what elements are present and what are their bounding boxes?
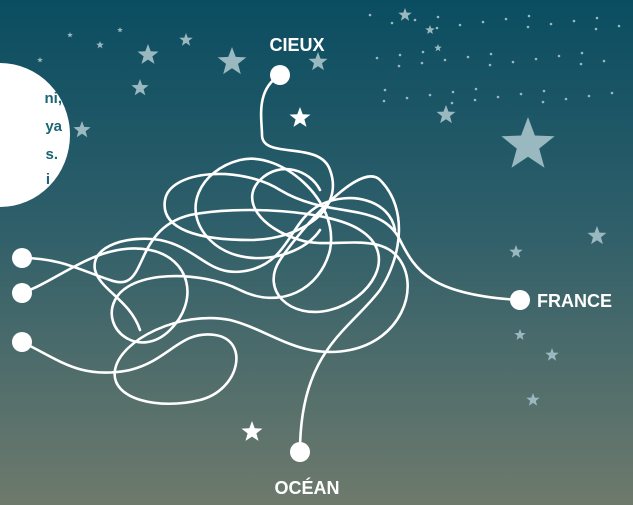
star-dot — [369, 14, 372, 17]
background — [0, 0, 633, 505]
bubble-line: i — [46, 171, 50, 188]
star-dot — [527, 26, 530, 29]
star-dot — [451, 102, 454, 105]
star-dot — [512, 61, 515, 64]
endpoint — [290, 442, 310, 462]
star-dot — [383, 100, 386, 103]
star-dot — [520, 93, 523, 96]
star-dot — [535, 58, 538, 61]
star-dot — [595, 28, 598, 31]
star-dot — [475, 88, 478, 91]
star-dot — [573, 20, 576, 23]
start-point[interactable] — [12, 332, 32, 352]
start-point[interactable] — [12, 248, 32, 268]
star-dot — [436, 27, 439, 30]
destination-label: CIEUX — [269, 35, 324, 55]
bubble-line: s. — [45, 146, 58, 163]
star-dot — [588, 95, 591, 98]
star-dot — [467, 56, 470, 59]
star-dot — [542, 101, 545, 104]
star-dot — [490, 53, 493, 56]
star-dot — [550, 23, 553, 26]
star-dot — [558, 55, 561, 58]
star-dot — [422, 51, 425, 54]
star-dot — [452, 91, 455, 94]
star-dot — [421, 62, 424, 65]
star-dot — [489, 64, 492, 67]
star-dot — [505, 18, 508, 21]
star-dot — [497, 96, 500, 99]
star-dot — [474, 99, 477, 102]
star-dot — [603, 60, 606, 63]
page: {"labels": {"top": "CIEUX", "right": "FR… — [0, 0, 633, 505]
star-dot — [429, 94, 432, 97]
star-dot — [581, 52, 584, 55]
star-dot — [611, 92, 614, 95]
star-dot — [406, 97, 409, 100]
bubble-line: ya — [45, 118, 62, 135]
star-dot — [482, 21, 485, 24]
star-dot — [580, 63, 583, 66]
bubble-line: ni, — [45, 90, 63, 107]
star-dot — [399, 54, 402, 57]
star-dot — [384, 89, 387, 92]
star-dot — [543, 90, 546, 93]
star-dot — [376, 57, 379, 60]
star-dot — [618, 25, 621, 28]
destination-label: FRANCE — [537, 291, 612, 311]
star-dot — [398, 65, 401, 68]
endpoint — [510, 290, 530, 310]
star-dot — [444, 59, 447, 62]
star-dot — [565, 98, 568, 101]
star-dot — [391, 22, 394, 25]
star-dot — [528, 15, 531, 18]
maze-illustration: ni, ya s. i CIEUX FRANCE OCÉAN — [0, 0, 633, 505]
start-point[interactable] — [12, 283, 32, 303]
endpoint — [270, 65, 290, 85]
star-dot — [459, 24, 462, 27]
star-dot — [437, 16, 440, 19]
star-dot — [414, 19, 417, 22]
star-dot — [596, 17, 599, 20]
destination-label: OCÉAN — [274, 477, 339, 498]
